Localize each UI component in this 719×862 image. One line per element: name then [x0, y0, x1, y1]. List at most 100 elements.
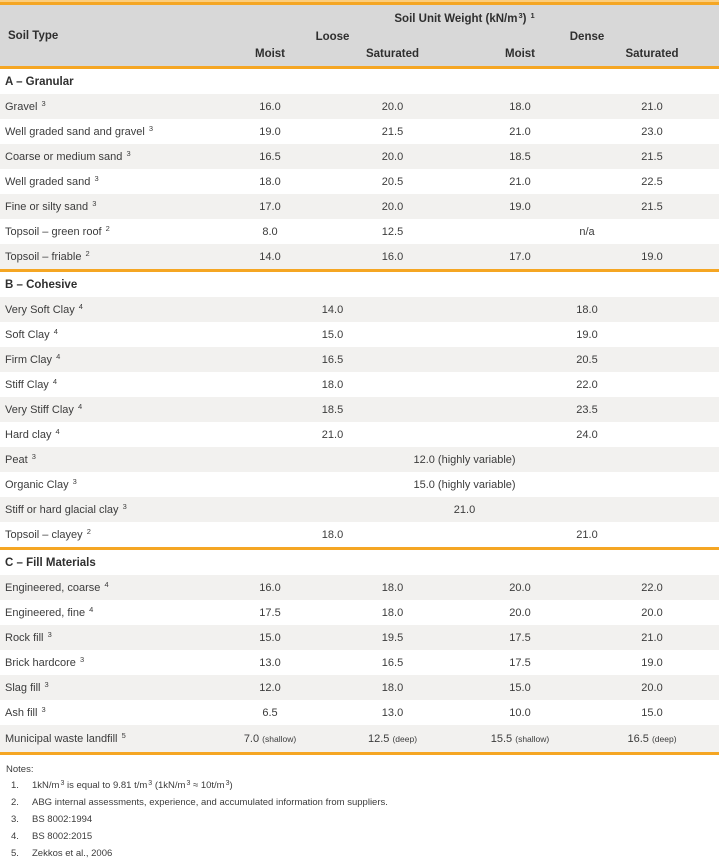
section-header: B – Cohesive	[0, 269, 719, 297]
value-cell: 18.0	[259, 175, 281, 188]
table-row: Organic Clay 3 15.0 (highly variable)	[0, 472, 719, 497]
table-body: A – Granular Gravel 3 16.0 20.0 18.0 21.0 Well…	[0, 66, 719, 755]
soil-type-cell: Well graded sand 3	[5, 173, 99, 188]
soil-type-cell: Organic Clay 3	[5, 476, 77, 491]
value-qualifier: (shallow)	[515, 733, 550, 744]
value-cell: 20.0	[509, 606, 531, 619]
value-cell: 17.5	[509, 656, 531, 669]
value-cell: 15.5 (shallow)	[455, 725, 585, 755]
value-cell: 22.0	[585, 575, 719, 600]
value-cell: 20.0	[330, 144, 455, 169]
table-title: Soil Unit Weight (kN/m3) 1	[210, 5, 719, 29]
note-reference-superscript: 3	[41, 704, 46, 714]
column-group-loose: Loose	[210, 29, 455, 44]
table-row: Well graded sand and gravel 3 19.0 21.5 21.…	[0, 119, 719, 144]
top-accent-band	[0, 2, 719, 5]
value-cell: 21.5	[585, 194, 719, 219]
value-cell: 21.5	[381, 125, 404, 138]
soil-type-cell: Topsoil – clayey 2	[5, 526, 91, 541]
notes-list: 1. 1kN/m3 is equal to 9.81 t/m3 (1kN/m3 ≈…	[4, 777, 719, 862]
table-row: Municipal waste landfill 5 7.0 (shallow) 1…	[0, 725, 719, 755]
note-text: BS 8002:1994	[32, 814, 93, 825]
note-reference-superscript: 2	[86, 526, 91, 536]
soil-type-cell: Peat 3	[0, 447, 210, 472]
value-cell: 20.0	[641, 606, 663, 619]
soil-type-column-header: Soil Type	[0, 5, 210, 68]
note-text: ABG internal assessments, experience, an…	[32, 797, 388, 808]
soil-type-cell: Gravel 3	[0, 94, 210, 119]
soil-type-cell: Engineered, coarse 4	[0, 575, 210, 600]
note-reference-superscript: 3	[41, 98, 46, 108]
note-reference-superscript: 4	[53, 326, 58, 336]
value-cell: 19.0	[576, 328, 598, 341]
value-cell: 8.0	[262, 225, 278, 238]
note-reference-superscript: 3	[126, 148, 131, 158]
soil-type-cell: Topsoil – green roof 2	[5, 223, 110, 238]
note-reference-superscript: 3	[47, 629, 52, 639]
table-row: Hard clay 4 21.0 24.0	[0, 422, 719, 447]
value-qualifier: (deep)	[392, 733, 418, 744]
soil-type-cell: Coarse or medium sand 3	[0, 144, 210, 169]
soil-type-cell: Brick hardcore 3	[5, 654, 85, 669]
section-header-row: B – Cohesive	[0, 269, 719, 297]
value-cell: 19.0	[455, 194, 585, 219]
value-cell: 16.0	[210, 94, 330, 119]
value-cell: 21.0	[509, 175, 531, 188]
title-unit-superscript: 3	[518, 11, 523, 20]
soil-type-cell: Topsoil – friable 2	[0, 244, 210, 271]
value-cell: 14.0	[210, 244, 330, 271]
soil-type-cell: Very Stiff Clay 4	[0, 397, 210, 422]
note-reference-superscript: 4	[104, 579, 109, 589]
value-cell: 19.0	[585, 244, 719, 271]
value-cell: n/a	[579, 225, 595, 238]
value-cell: 15.0 (highly variable)	[413, 478, 516, 491]
value-cell: 18.0	[455, 297, 719, 322]
note-reference-superscript: 3	[92, 198, 97, 208]
table-row: Firm Clay 4 16.5 20.5	[0, 347, 719, 372]
table-row: Topsoil – green roof 2 8.0 12.5 n/a	[0, 219, 719, 244]
notes-title: Notes:	[6, 764, 34, 775]
table-row: Fine or silty sand 3 17.0 20.0 19.0 21.5	[0, 194, 719, 219]
value-cell: 20.5	[455, 347, 719, 372]
table-row: Topsoil – clayey 2 18.0 21.0	[0, 522, 719, 549]
section-header-row: A – Granular	[0, 66, 719, 94]
note-reference-superscript: 4	[89, 604, 94, 614]
value-cell: 19.0	[259, 125, 281, 138]
title-close-paren: )	[522, 13, 527, 25]
note-reference-superscript: 4	[55, 426, 60, 436]
note-text: 1kN/m3 is equal to 9.81 t/m3 (1kN/m3 ≈ 1…	[32, 780, 233, 791]
note-item: 5. Zekkos et al., 2006	[4, 845, 719, 862]
section-header: A – Granular	[0, 66, 719, 94]
value-cell: 21.5	[585, 144, 719, 169]
value-cell: 19.5	[330, 625, 455, 650]
note-text: Zekkos et al., 2006	[32, 848, 113, 859]
value-cell: 17.0	[210, 194, 330, 219]
note-reference-superscript: 4	[77, 401, 83, 411]
note-number: 2.	[11, 797, 19, 808]
note-item: 2. ABG internal assessments, experience, …	[4, 794, 719, 811]
value-cell: 22.5	[641, 175, 663, 188]
value-cell: 16.5 (deep)	[585, 725, 719, 755]
notes-section: Notes: 1. 1kN/m3 is equal to 9.81 t/m3 (1…	[0, 755, 719, 862]
note-reference-superscript: 3	[122, 501, 127, 511]
note-reference-superscript: 3	[72, 476, 77, 486]
table-row: Well graded sand 3 18.0 20.5 21.0 22.5	[0, 169, 719, 194]
value-cell: 22.0	[576, 378, 598, 391]
table-row: Stiff Clay 4 18.0 22.0	[0, 372, 719, 397]
note-reference-superscript: 3	[44, 679, 49, 689]
value-cell: 12.5	[381, 225, 404, 238]
value-cell: 15.0	[210, 625, 330, 650]
title-text: Soil Unit Weight (kN/m	[394, 13, 518, 25]
value-cell: 21.0	[210, 497, 719, 522]
table-row: Slag fill 3 12.0 18.0 15.0 20.0	[0, 675, 719, 700]
note-reference-superscript: 4	[56, 351, 61, 361]
soil-unit-weight-table: Soil Type Soil Unit Weight (kN/m3) 1 Loos…	[0, 5, 719, 755]
table-row: Very Soft Clay 4 14.0 18.0	[0, 297, 719, 322]
note-item: 4. BS 8002:2015	[4, 828, 719, 845]
value-cell: 21.0	[321, 428, 344, 441]
value-cell: 21.0	[585, 625, 719, 650]
column-loose-moist: Moist	[210, 44, 330, 68]
value-cell: 16.5	[210, 347, 455, 372]
table-row: Soft Clay 4 15.0 19.0	[0, 322, 719, 347]
table-row: Peat 3 12.0 (highly variable)	[0, 447, 719, 472]
